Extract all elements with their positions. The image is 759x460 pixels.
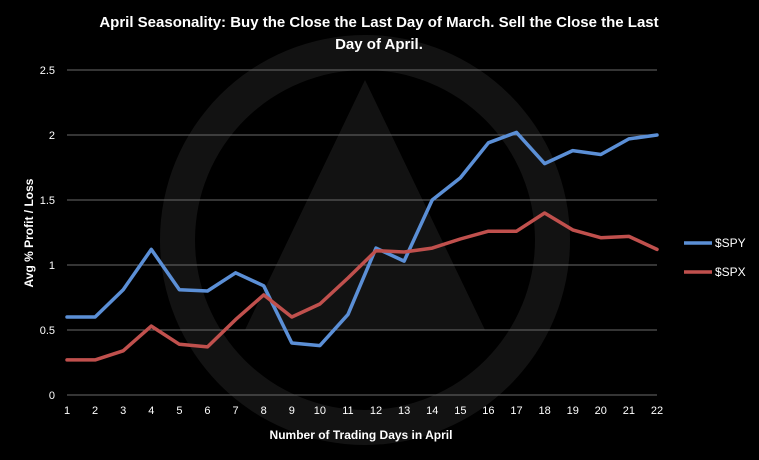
x-tick-label: 21 <box>623 405 635 417</box>
x-tick-label: 3 <box>120 405 126 417</box>
x-tick-label: 2 <box>92 405 98 417</box>
x-tick-label: 6 <box>204 405 210 417</box>
x-tick-label: 16 <box>482 405 494 417</box>
x-tick-label: 13 <box>398 405 410 417</box>
x-tick-label: 19 <box>567 405 579 417</box>
y-tick-label: 1.5 <box>40 195 55 207</box>
y-axis-ticks: 0 0.5 1 1.5 2 2.5 <box>40 65 55 402</box>
watermark-seal <box>160 35 570 445</box>
chart-title: April Seasonality: Buy the Close the Las… <box>99 14 658 53</box>
y-tick-label: 0 <box>49 390 55 402</box>
y-axis-title: Avg % Profit / Loss <box>22 178 36 287</box>
x-tick-label: 1 <box>64 405 70 417</box>
x-axis-ticks: 1 2 3 4 5 6 7 8 9 10 11 12 13 14 15 16 17 18 19 20 21 22 <box>64 405 663 417</box>
x-tick-label: 9 <box>289 405 295 417</box>
x-tick-label: 22 <box>651 405 663 417</box>
x-tick-label: 18 <box>538 405 550 417</box>
chart-title-line-2: Day of April. <box>335 36 423 53</box>
x-tick-label: 4 <box>148 405 154 417</box>
legend-label-spy: $SPY <box>715 236 746 250</box>
plot-series <box>65 130 659 362</box>
y-tick-label: 1 <box>49 260 55 272</box>
x-tick-label: 5 <box>176 405 182 417</box>
x-tick-label: 7 <box>233 405 239 417</box>
x-tick-label: 15 <box>454 405 466 417</box>
x-tick-label: 14 <box>426 405 438 417</box>
series-line-spy <box>65 130 659 348</box>
y-tick-label: 2.5 <box>40 65 55 77</box>
x-tick-label: 17 <box>510 405 522 417</box>
x-tick-label: 20 <box>595 405 607 417</box>
x-tick-label: 12 <box>370 405 382 417</box>
y-tick-label: 0.5 <box>40 325 55 337</box>
legend: $SPY $SPX <box>684 236 746 279</box>
series-line-spx <box>65 211 659 362</box>
x-tick-label: 10 <box>314 405 326 417</box>
x-axis-title: Number of Trading Days in April <box>270 428 453 442</box>
x-tick-label: 8 <box>261 405 267 417</box>
chart-title-line-1: April Seasonality: Buy the Close the Las… <box>99 14 658 31</box>
y-tick-label: 2 <box>49 130 55 142</box>
legend-label-spx: $SPX <box>715 265 746 279</box>
x-tick-label: 11 <box>342 405 353 417</box>
